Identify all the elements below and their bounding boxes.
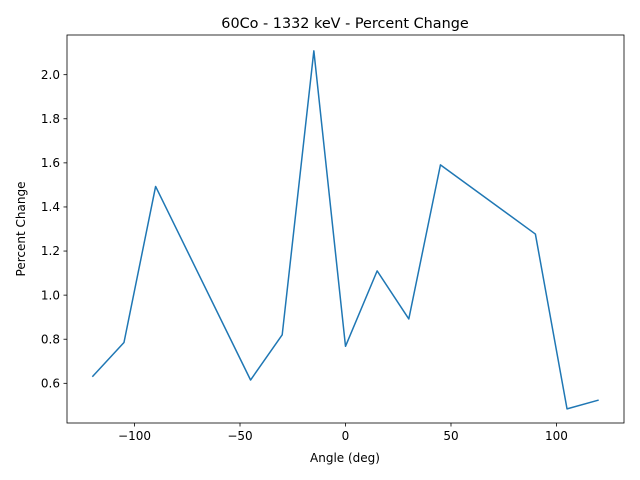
plot-area: −100 −50 0 50 100 0.6 0.8 1.0 1.2 1.4 1.6 1.8 2.0: [41, 34, 625, 443]
y-tick-label: 1.6: [41, 156, 60, 170]
x-tick-label: 0: [342, 429, 350, 443]
y-tick-label: 0.6: [41, 377, 60, 391]
chart-title: 60Co - 1332 keV - Percent Change: [221, 16, 469, 32]
y-axis-label: Percent Change: [14, 182, 28, 277]
y-tick-label: 1.8: [41, 112, 60, 126]
series-line-0: [91, 50, 599, 410]
x-tick-label: −50: [227, 429, 252, 443]
y-tick-label: 1.4: [41, 200, 60, 214]
y-tick-label: 1.0: [41, 288, 60, 302]
x-tick-label: −100: [118, 429, 151, 443]
y-tick-label: 2.0: [41, 68, 60, 82]
x-tick-label: 100: [545, 429, 568, 443]
x-tick-label: 50: [443, 429, 458, 443]
x-axis-label: Angle (deg): [310, 451, 380, 465]
y-tick-label: 1.2: [41, 244, 60, 258]
y-tick-label: 0.8: [41, 332, 60, 346]
